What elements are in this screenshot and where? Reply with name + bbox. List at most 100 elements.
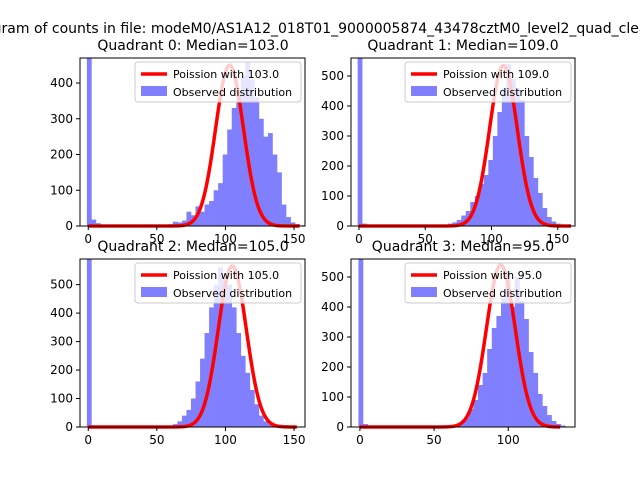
histogram-bar: [546, 415, 552, 427]
y-tick-label: 100: [50, 183, 73, 197]
y-tick-label: 300: [50, 112, 73, 126]
legend-hist-swatch: [411, 287, 437, 297]
histogram-bar: [236, 333, 242, 427]
y-tick-label: 100: [321, 390, 344, 404]
x-tick-label: 50: [418, 232, 433, 246]
x-tick-label: 100: [214, 232, 237, 246]
histogram-bar: [533, 178, 539, 226]
histogram-bar: [204, 204, 210, 226]
histogram-bar: [263, 136, 269, 226]
x-tick-label: 100: [497, 433, 520, 447]
histogram-bar: [200, 211, 205, 226]
histogram-bar: [218, 183, 223, 226]
histogram-bar: [227, 284, 233, 427]
histogram-bar: [542, 406, 548, 427]
histogram-bar: [483, 175, 489, 226]
subplot-title: Quadrant 2: Median=105.0: [97, 239, 288, 255]
histogram-bar: [277, 172, 282, 226]
histogram-bar: [263, 421, 269, 427]
y-tick-label: 400: [50, 76, 73, 90]
subplot-quadrant-3: 0 50 100 0 100 200 300 400 500 Poission with 95.0…: [321, 239, 576, 447]
histogram-bar: [491, 328, 497, 427]
histogram-bar: [267, 424, 273, 427]
histogram-bar: [497, 112, 503, 226]
histogram-bar: [496, 316, 502, 427]
histogram-bar: [249, 389, 255, 427]
histogram-bar: [172, 221, 178, 226]
histogram-bar: [468, 409, 474, 427]
histogram-bar: [181, 415, 187, 427]
axes-frame: [350, 258, 576, 428]
legend-hist-swatch: [141, 287, 167, 297]
y-tick-label: 400: [321, 99, 344, 113]
histogram-bar: [222, 154, 228, 226]
histogram-bar: [190, 398, 196, 427]
axes-frame: [79, 258, 306, 428]
histogram-bar: [240, 75, 246, 227]
x-tick-label: 150: [546, 232, 569, 246]
histogram-bar: [464, 418, 470, 427]
legend-label-observed: Observed distribution: [173, 287, 292, 300]
legend-box: [134, 61, 302, 103]
histogram-bar: [209, 200, 214, 226]
histogram-bar: [218, 267, 223, 427]
histogram-bar: [551, 221, 557, 226]
histogram-bar: [272, 154, 278, 226]
histogram-bar: [510, 307, 516, 427]
y-tick-label: 200: [321, 159, 344, 173]
histogram-bar: [258, 118, 264, 226]
histogram-bar: [86, 259, 92, 427]
x-tick-label: 150: [283, 433, 306, 447]
histogram-bar: [456, 220, 462, 226]
y-tick-label: 100: [50, 392, 73, 406]
histogram-bar: [227, 129, 233, 226]
subplot-quadrant-2: 0 50 100 150 0 100 200 300 400 500 Poission with 1…: [50, 239, 306, 447]
histogram-bar: [487, 349, 493, 427]
x-tick-label: 0: [355, 232, 363, 246]
legend-hist-swatch: [411, 86, 437, 96]
legend-label-observed: Observed distribution: [173, 86, 292, 99]
histogram-bar: [510, 79, 516, 226]
y-tick-label: 200: [321, 360, 344, 374]
histogram-bar: [515, 88, 521, 226]
legend-box: [404, 61, 572, 103]
legend-label-poisson: Poission with 103.0: [173, 68, 279, 81]
histogram-bar: [528, 352, 534, 427]
histogram-bar: [474, 196, 480, 226]
histogram-bar: [86, 58, 92, 226]
histogram-bar: [482, 373, 488, 427]
axes-frame: [79, 57, 306, 227]
y-tick-label: 0: [65, 420, 73, 434]
histogram-bar: [200, 358, 205, 427]
histogram-bar: [195, 381, 201, 427]
histogram-bar: [181, 220, 187, 226]
histogram-bar: [240, 355, 246, 427]
y-tick-label: 300: [321, 330, 344, 344]
x-tick-label: 0: [84, 433, 92, 447]
histogram-bar: [358, 259, 364, 427]
legend-hist-swatch: [141, 86, 167, 96]
axes-frame: [350, 57, 576, 227]
subplot-quadrant-1: 0 50 100 150 0 100 200 300 400 500 Poission with 1…: [321, 38, 576, 246]
histogram-bar: [204, 333, 210, 427]
histogram-bar: [492, 136, 498, 226]
histogram-bar: [523, 319, 529, 427]
histogram-bar: [546, 217, 552, 226]
subplot-title: Quadrant 1: Median=109.0: [367, 38, 558, 54]
histogram-bar: [501, 88, 507, 226]
x-tick-label: 150: [283, 232, 306, 246]
histogram-bar: [267, 133, 273, 226]
histogram-bar: [505, 271, 511, 427]
y-tick-label: 0: [65, 219, 73, 233]
y-tick-label: 100: [321, 189, 344, 203]
histogram-bar: [186, 409, 192, 427]
y-tick-label: 300: [50, 335, 73, 349]
histogram-bar: [542, 208, 548, 226]
histogram-bar: [528, 157, 534, 226]
histogram-bar: [506, 64, 512, 226]
legend-label-poisson: Poission with 95.0: [443, 269, 542, 282]
histogram-bar: [222, 278, 228, 427]
legend-box: [134, 262, 302, 304]
histogram-bar: [461, 215, 467, 226]
